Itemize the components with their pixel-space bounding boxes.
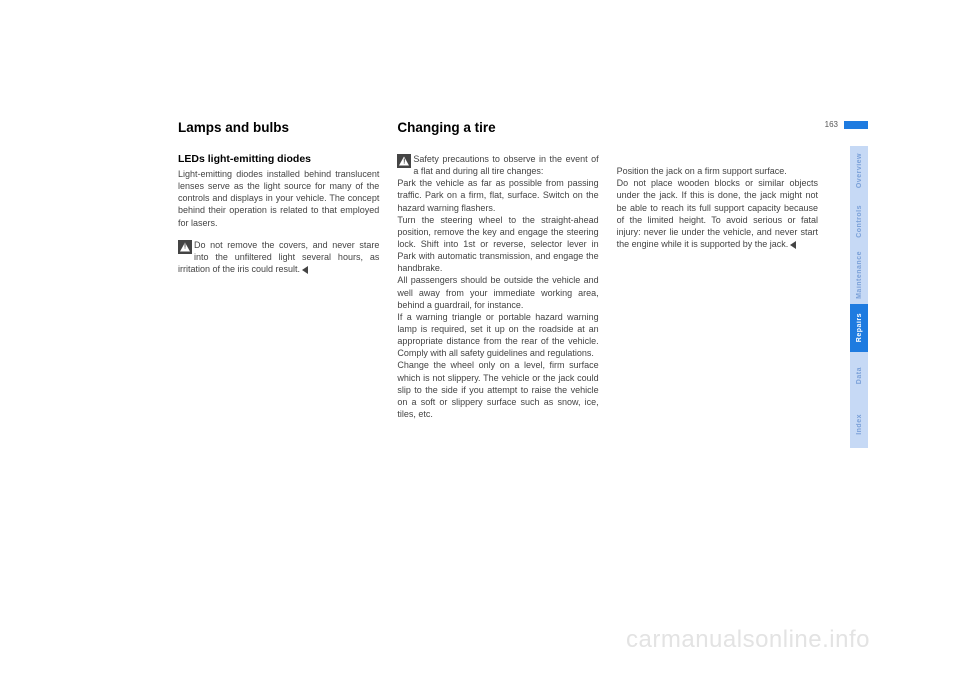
tab-data[interactable]: Data: [850, 352, 868, 400]
end-marker-icon: [302, 266, 308, 274]
col1-paragraph: Light-emitting diodes installed behind t…: [178, 168, 379, 229]
col1-subheading: LEDs light-emitting diodes: [178, 153, 379, 165]
col3-paragraph-text: Position the jack on a firm support surf…: [617, 166, 818, 249]
side-tabs: Overview Controls Maintenance Repairs Da…: [850, 146, 868, 448]
tab-index[interactable]: Index: [850, 400, 868, 448]
column-2: Changing a tire Safety precautions to ob…: [397, 120, 598, 420]
page-number: 163: [825, 120, 838, 129]
tab-label: Data: [856, 367, 863, 384]
col1-warning-text: Do not remove the covers, and never star…: [178, 240, 379, 274]
tab-label: Repairs: [856, 313, 863, 342]
col2-heading: Changing a tire: [397, 120, 598, 135]
column-1: Lamps and bulbs LEDs light-emitting diod…: [178, 120, 379, 420]
tab-maintenance[interactable]: Maintenance: [850, 246, 868, 304]
tab-controls[interactable]: Controls: [850, 196, 868, 246]
col3-paragraph: Position the jack on a firm support surf…: [617, 153, 818, 250]
manual-page: 163 Lamps and bulbs LEDs light-emitting …: [0, 0, 960, 678]
tab-label: Overview: [856, 153, 863, 188]
col3-heading-spacer: [617, 120, 818, 135]
end-marker-icon: [790, 241, 796, 249]
tab-label: Index: [856, 414, 863, 435]
page-number-wrap: 163: [825, 120, 868, 129]
col2-warning-text: Safety precautions to observe in the eve…: [397, 154, 598, 419]
tab-repairs[interactable]: Repairs: [850, 304, 868, 352]
watermark-text: carmanualsonline.info: [626, 626, 870, 654]
col1-warning: Do not remove the covers, and never star…: [178, 239, 379, 275]
tab-label: Controls: [856, 205, 863, 238]
tab-label: Maintenance: [856, 251, 863, 299]
content-columns: Lamps and bulbs LEDs light-emitting diod…: [178, 120, 818, 420]
col1-heading: Lamps and bulbs: [178, 120, 379, 135]
column-3: Position the jack on a firm support surf…: [617, 120, 818, 420]
warning-icon: [397, 154, 411, 168]
page-marker-bar: [844, 121, 868, 129]
warning-icon: [178, 240, 192, 254]
tab-overview[interactable]: Overview: [850, 146, 868, 196]
col2-warning: Safety precautions to observe in the eve…: [397, 153, 598, 420]
